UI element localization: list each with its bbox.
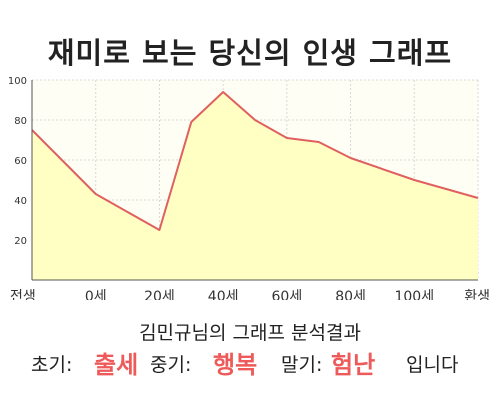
mid-value: 행복	[213, 351, 258, 379]
y-tick-label: 100	[8, 76, 27, 87]
x-tick-label: 0세	[85, 289, 107, 300]
y-tick-labels: 20 40 60 80 100	[8, 76, 27, 247]
x-tick-label: 환생	[464, 289, 490, 300]
analysis-result-line: 초기: 출세 중기: 행복 말기: 험난 입니다	[0, 349, 500, 381]
late-label: 말기:	[281, 354, 323, 376]
x-tick-label: 100세	[394, 289, 434, 300]
early-label: 초기:	[31, 354, 73, 376]
life-graph-chart: 20 40 60 80 100 전생 0세 20세 40세 60세 80세 100세 환생	[8, 76, 490, 300]
y-tick-label: 20	[14, 236, 27, 247]
x-tick-label: 전생	[10, 289, 36, 300]
mid-label: 중기:	[150, 354, 192, 376]
page-title: 재미로 보는 당신의 인생 그래프	[47, 36, 453, 70]
early-value: 출세	[94, 351, 139, 379]
x-tick-labels: 전생 0세 20세 40세 60세 80세 100세 환생	[10, 289, 490, 300]
life-series-line	[31, 91, 479, 231]
y-tick-label: 60	[14, 156, 27, 167]
life-area-fill	[32, 92, 478, 280]
late-value: 험난	[331, 351, 376, 379]
x-tick-label: 40세	[208, 289, 239, 300]
x-tick-label: 80세	[335, 289, 366, 300]
ending-text: 입니다	[406, 354, 459, 376]
analysis-subtitle: 김민규님의 그래프 분석결과	[139, 322, 361, 344]
x-tick-label: 60세	[272, 289, 303, 300]
y-tick-label: 40	[14, 196, 27, 207]
y-tick-label: 80	[14, 116, 27, 127]
x-tick-label: 20세	[144, 289, 175, 300]
